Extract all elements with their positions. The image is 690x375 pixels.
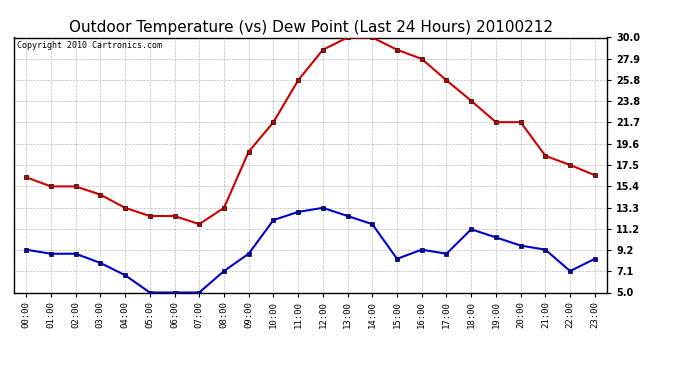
Text: Copyright 2010 Cartronics.com: Copyright 2010 Cartronics.com: [17, 41, 161, 50]
Title: Outdoor Temperature (vs) Dew Point (Last 24 Hours) 20100212: Outdoor Temperature (vs) Dew Point (Last…: [68, 20, 553, 35]
